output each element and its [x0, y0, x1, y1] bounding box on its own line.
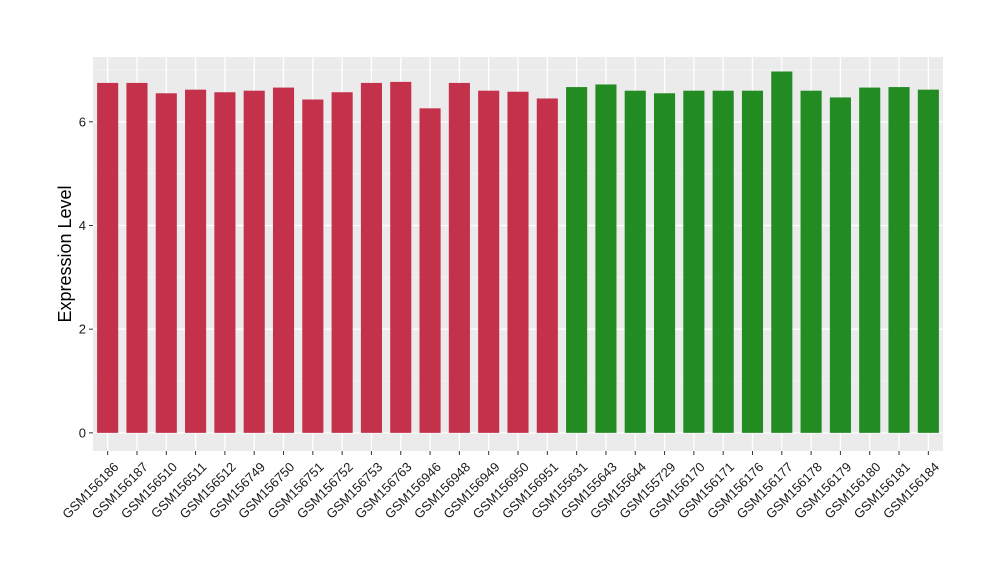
y-tick-label: 6 [79, 114, 86, 129]
bar-GSM156187 [126, 82, 148, 433]
bar-GSM156178 [800, 90, 822, 433]
bar-GSM156753 [360, 82, 382, 433]
bar-GSM156171 [712, 90, 734, 433]
bar-GSM156511 [185, 89, 207, 433]
bar-GSM156179 [829, 97, 851, 433]
bar-GSM156512 [214, 92, 236, 433]
y-tick-label: 2 [79, 322, 86, 337]
bar-GSM156950 [507, 91, 529, 433]
bar-GSM156177 [771, 71, 793, 433]
bars [97, 71, 939, 433]
bar-GSM156749 [243, 90, 265, 433]
bar-GSM156180 [859, 87, 881, 433]
bar-GSM156186 [97, 82, 119, 433]
y-tick-label: 0 [79, 425, 86, 440]
bar-GSM156949 [478, 90, 500, 433]
bar-GSM156176 [741, 90, 764, 433]
bar-GSM156510 [155, 93, 177, 433]
bar-GSM155643 [595, 84, 617, 433]
bar-GSM156184 [917, 89, 939, 433]
y-axis: 0 2 4 6 [79, 114, 93, 440]
y-axis-title: Expression Level [55, 185, 75, 322]
bar-GSM155644 [624, 90, 646, 433]
y-tick-label: 4 [79, 218, 86, 233]
x-axis: GSM156186GSM156187GSM156510GSM156511GSM1… [59, 451, 942, 522]
bar-GSM156181 [888, 87, 910, 433]
bar-GSM156946 [419, 108, 441, 433]
bar-GSM156763 [390, 81, 412, 433]
bar-GSM155631 [566, 87, 588, 433]
bar-GSM156951 [536, 98, 558, 433]
bar-GSM156752 [331, 92, 353, 433]
bar-GSM155729 [654, 93, 676, 433]
bar-GSM156948 [448, 82, 470, 433]
bar-GSM156751 [302, 99, 324, 433]
bar-GSM156170 [683, 90, 705, 433]
bar-GSM156750 [272, 87, 295, 433]
